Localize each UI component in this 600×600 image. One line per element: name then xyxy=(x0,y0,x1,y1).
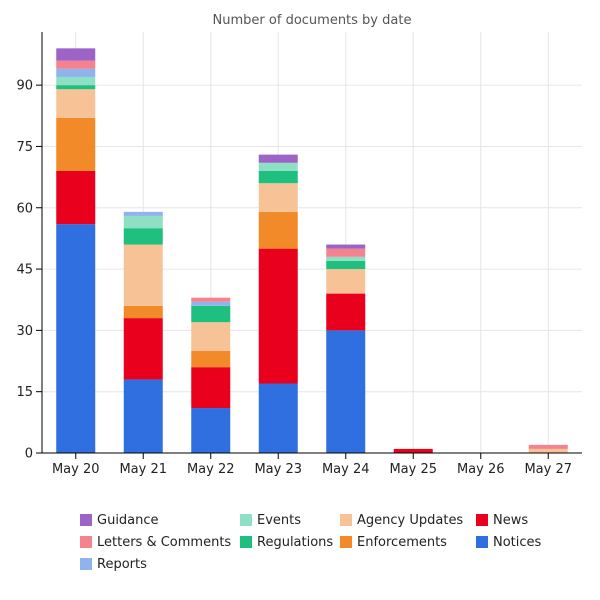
y-tick-label: 30 xyxy=(16,324,33,339)
legend-label: News xyxy=(493,512,529,528)
x-tick-label: May 27 xyxy=(524,462,572,477)
legend-item-news[interactable]: News xyxy=(476,510,560,530)
bar-segment-letters-comments[interactable] xyxy=(191,297,231,302)
legend-swatch xyxy=(240,514,252,526)
x-tick-label: May 20 xyxy=(52,462,100,477)
bar-segment-events[interactable] xyxy=(326,256,366,261)
bar-segment-news[interactable] xyxy=(191,367,231,409)
legend-item-reports[interactable]: Reports xyxy=(80,554,240,574)
y-tick-label: 0 xyxy=(25,447,33,462)
x-tick-label: May 25 xyxy=(389,462,437,477)
bar-segment-letters-comments[interactable] xyxy=(326,248,366,257)
legend-item-enforcements[interactable]: Enforcements xyxy=(340,532,476,552)
bar-segment-guidance[interactable] xyxy=(56,48,96,61)
bar-segment-notices[interactable] xyxy=(56,224,96,453)
bar-segment-notices[interactable] xyxy=(123,379,163,453)
bar-segment-agency-updates[interactable] xyxy=(191,322,231,351)
chart-legend: Guidance Events Agency Updates News Letters … xyxy=(80,510,560,574)
legend-label: Events xyxy=(257,512,302,528)
bar-segment-notices[interactable] xyxy=(258,383,298,453)
bar-segment-reports[interactable] xyxy=(123,211,163,216)
y-tick-label: 15 xyxy=(16,385,33,400)
legend-item-notices[interactable]: Notices xyxy=(476,532,560,552)
chart-canvas: 0 15 30 45 60 75 90 May 20 May 21 May 22 May 23 May… xyxy=(16,13,582,477)
x-tick-label: May 22 xyxy=(187,462,235,477)
bar-segment-enforcements[interactable] xyxy=(191,350,231,368)
legend-swatch xyxy=(240,536,252,548)
legend-swatch xyxy=(476,514,488,526)
legend-item-regulations[interactable]: Regulations xyxy=(240,532,340,552)
bar-segment-events[interactable] xyxy=(56,76,96,86)
bar-segment-news[interactable] xyxy=(326,293,366,331)
bar-segment-regulations[interactable] xyxy=(258,170,298,184)
bar-segment-regulations[interactable] xyxy=(56,85,96,90)
bar-segment-news[interactable] xyxy=(258,248,298,384)
x-tick-label: May 21 xyxy=(119,462,167,477)
bar-segment-news[interactable] xyxy=(123,318,163,380)
bar-segment-reports[interactable] xyxy=(191,301,231,306)
bar-segment-notices[interactable] xyxy=(191,408,231,453)
legend-swatch xyxy=(340,536,352,548)
bar-segment-enforcements[interactable] xyxy=(258,211,298,249)
legend-swatch xyxy=(80,558,92,570)
bar-segment-regulations[interactable] xyxy=(191,305,231,323)
legend-label: Notices xyxy=(493,534,542,550)
bar-segment-events[interactable] xyxy=(258,162,298,171)
legend-label: Enforcements xyxy=(357,534,447,550)
bar-segment-regulations[interactable] xyxy=(123,228,163,245)
legend-label: Letters & Comments xyxy=(97,534,232,550)
chart-title: Number of documents by date xyxy=(213,13,412,28)
bar-segment-agency-updates[interactable] xyxy=(326,269,366,294)
bar-segment-reports[interactable] xyxy=(56,68,96,77)
bar-segment-agency-updates[interactable] xyxy=(56,89,96,118)
legend-label: Regulations xyxy=(257,534,334,550)
y-tick-label: 75 xyxy=(16,140,33,155)
x-tick-label: May 24 xyxy=(322,462,370,477)
grid-layer xyxy=(42,32,582,453)
bar-segment-guidance[interactable] xyxy=(326,244,366,249)
bar-segment-enforcements[interactable] xyxy=(123,305,163,319)
bar-segment-letters-comments[interactable] xyxy=(56,60,96,69)
axis-layer: 0 15 30 45 60 75 90 May 20 May 21 May 22 May 23 May… xyxy=(16,32,582,477)
bar-segment-regulations[interactable] xyxy=(326,260,366,270)
legend-swatch xyxy=(80,536,92,548)
bar-segment-agency-updates[interactable] xyxy=(528,448,568,453)
bar-segment-guidance[interactable] xyxy=(258,154,298,163)
bar-segment-notices[interactable] xyxy=(326,330,366,453)
bars-layer xyxy=(56,48,568,453)
legend-label: Agency Updates xyxy=(357,512,464,528)
x-tick-label: May 23 xyxy=(254,462,302,477)
y-tick-label: 90 xyxy=(16,79,33,94)
legend-swatch xyxy=(340,514,352,526)
legend-item-agency-updates[interactable]: Agency Updates xyxy=(340,510,476,530)
bar-segment-events[interactable] xyxy=(123,215,163,229)
bar-segment-agency-updates[interactable] xyxy=(258,183,298,212)
legend-swatch xyxy=(476,536,488,548)
bar-segment-letters-comments[interactable] xyxy=(528,444,568,449)
bar-segment-news[interactable] xyxy=(393,448,433,453)
bar-segment-news[interactable] xyxy=(56,170,96,225)
legend-item-guidance[interactable]: Guidance xyxy=(80,510,240,530)
y-tick-label: 45 xyxy=(16,263,33,278)
x-tick-label: May 26 xyxy=(457,462,505,477)
bar-segment-agency-updates[interactable] xyxy=(123,244,163,306)
legend-item-letters-comments[interactable]: Letters & Comments xyxy=(80,532,240,552)
bar-segment-enforcements[interactable] xyxy=(56,117,96,171)
legend-swatch xyxy=(80,514,92,526)
legend-item-events[interactable]: Events xyxy=(240,510,340,530)
legend-label: Reports xyxy=(97,556,147,572)
legend-label: Guidance xyxy=(97,512,159,528)
y-tick-label: 60 xyxy=(16,201,33,216)
